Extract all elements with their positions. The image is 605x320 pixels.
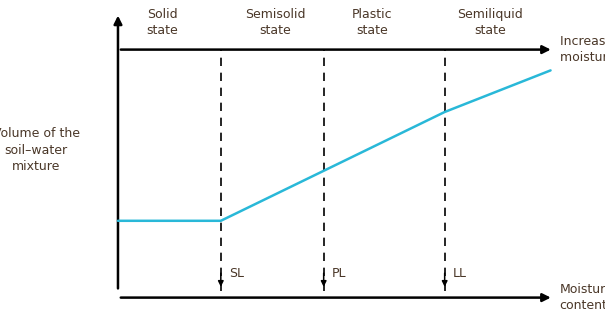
- Text: Moisture
content: Moisture content: [560, 283, 605, 312]
- Text: PL: PL: [332, 267, 346, 280]
- Text: Semisolid
state: Semisolid state: [245, 8, 306, 37]
- Text: Solid
state: Solid state: [146, 8, 178, 37]
- Text: Increase of
moisture content: Increase of moisture content: [560, 35, 605, 64]
- Text: Semiliquid
state: Semiliquid state: [457, 8, 523, 37]
- Text: Plastic
state: Plastic state: [352, 8, 393, 37]
- Text: LL: LL: [453, 267, 466, 280]
- Text: Volume of the
soil–water
mixture: Volume of the soil–water mixture: [0, 127, 80, 173]
- Text: SL: SL: [229, 267, 244, 280]
